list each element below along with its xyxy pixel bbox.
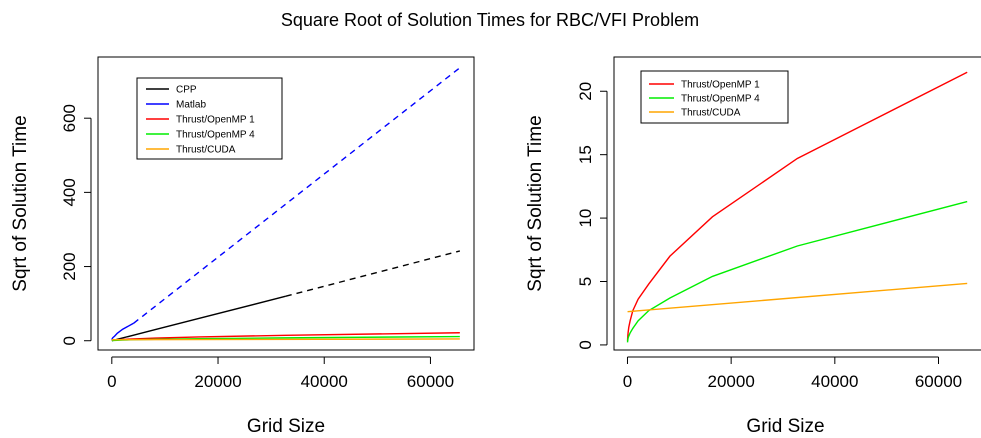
y-tick-label: 0 bbox=[60, 336, 79, 345]
y-axis: 0 200 400 600 bbox=[60, 104, 91, 345]
left-panel: 0 20000 40000 60000 0 200 400 600 Grid Size Sqrt … bbox=[10, 57, 474, 437]
x-tick-label: 60000 bbox=[915, 372, 962, 391]
series-thrust-openmp-4 bbox=[628, 202, 968, 343]
x-tick-label: 0 bbox=[623, 372, 632, 391]
x-tick-label: 20000 bbox=[708, 372, 755, 391]
y-axis-label: Sqrt of Solution Time bbox=[10, 115, 31, 291]
x-tick-label: 40000 bbox=[811, 372, 858, 391]
series-line bbox=[112, 323, 134, 339]
legend-label: CPP bbox=[176, 85, 197, 96]
series-cpp bbox=[112, 251, 460, 341]
legend: CPP Matlab Thrust/OpenMP 1 Thrust/OpenMP 4 T… bbox=[137, 78, 282, 159]
legend-label: Matlab bbox=[176, 100, 206, 111]
series-thrust-cuda bbox=[112, 339, 460, 340]
legend-label: Thrust/CUDA bbox=[176, 145, 236, 156]
y-tick-label: 0 bbox=[576, 340, 595, 349]
legend-label: Thrust/OpenMP 4 bbox=[681, 94, 760, 105]
series-dashed-line bbox=[286, 251, 460, 296]
series-line bbox=[628, 202, 968, 343]
y-tick-label: 10 bbox=[576, 209, 595, 228]
series-line bbox=[628, 283, 968, 311]
y-tick-label: 20 bbox=[576, 82, 595, 101]
legend-label: Thrust/OpenMP 1 bbox=[176, 115, 255, 126]
series-line bbox=[112, 296, 286, 340]
y-tick-label: 15 bbox=[576, 145, 595, 164]
figure-title: Square Root of Solution Times for RBC/VF… bbox=[281, 10, 699, 30]
y-axis: 0 5 10 15 20 bbox=[576, 82, 607, 350]
x-axis-label: Grid Size bbox=[746, 416, 824, 437]
series-line bbox=[112, 339, 460, 340]
legend: Thrust/OpenMP 1 Thrust/OpenMP 4 Thrust/CUD… bbox=[641, 71, 788, 123]
legend-label: Thrust/CUDA bbox=[681, 108, 741, 119]
y-axis-label: Sqrt of Solution Time bbox=[525, 115, 546, 291]
x-axis-label: Grid Size bbox=[247, 416, 325, 437]
x-tick-label: 60000 bbox=[407, 372, 454, 391]
x-tick-label: 40000 bbox=[301, 372, 348, 391]
y-tick-label: 400 bbox=[60, 178, 79, 206]
y-tick-label: 5 bbox=[576, 277, 595, 286]
y-tick-label: 600 bbox=[60, 104, 79, 132]
y-tick-label: 200 bbox=[60, 252, 79, 280]
x-tick-label: 0 bbox=[107, 372, 116, 391]
x-axis: 0 20000 40000 60000 bbox=[623, 357, 962, 391]
x-axis: 0 20000 40000 60000 bbox=[107, 357, 454, 391]
right-panel: 0 20000 40000 60000 0 5 10 15 20 Grid Size Sqrt of… bbox=[525, 57, 981, 437]
x-tick-label: 20000 bbox=[194, 372, 241, 391]
series-thrust-cuda bbox=[628, 283, 968, 311]
legend-label: Thrust/OpenMP 4 bbox=[176, 130, 255, 141]
legend-label: Thrust/OpenMP 1 bbox=[681, 80, 760, 91]
